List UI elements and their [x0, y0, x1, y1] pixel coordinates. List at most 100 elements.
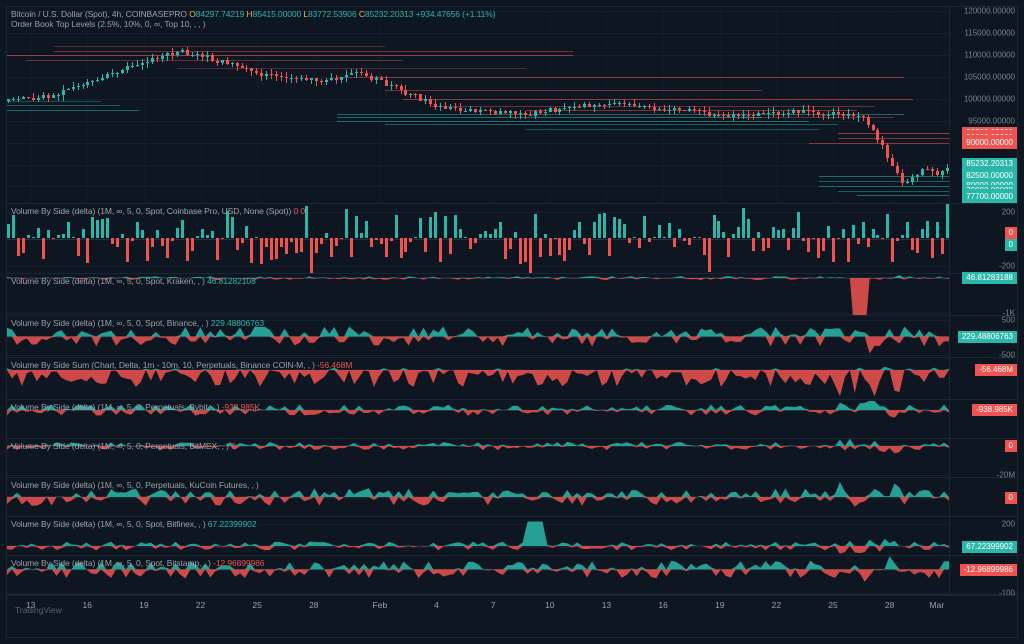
delta-bar — [400, 238, 403, 258]
delta-bar — [867, 238, 870, 247]
delta-bar — [300, 238, 303, 252]
y-axis[interactable]: 0-938.985K — [949, 400, 1017, 438]
y-axis[interactable]: 020067.22399902 — [949, 517, 1017, 555]
y-axis[interactable]: -1000-12.96899986 — [949, 556, 1017, 594]
delta-bar — [658, 225, 661, 238]
orderbook-ask-level — [7, 55, 573, 56]
y-axis[interactable]: -1K046.81283188 — [949, 274, 1017, 315]
delta-bar — [101, 219, 104, 238]
delta-bar — [822, 238, 825, 251]
delta-bar — [563, 238, 566, 261]
value-tag: 0 — [1005, 227, 1017, 239]
delta-bar — [837, 238, 840, 239]
pane-sum_binance_coinm[interactable]: Volume By Side Sum (Chart, Delta, 1m - 1… — [7, 358, 1017, 400]
delta-bar — [47, 230, 50, 238]
delta-bar — [742, 208, 745, 238]
orderbook-bid-level — [819, 181, 949, 182]
delta-bar — [911, 238, 914, 250]
delta-bar — [732, 234, 735, 238]
delta-bar — [678, 229, 681, 238]
pane-vol_bitstamp[interactable]: Volume By Side (delta) (1M, ∞, 5, 0, Spo… — [7, 556, 1017, 595]
delta-bar — [876, 235, 879, 238]
delta-bar — [727, 238, 730, 257]
y-axis[interactable]: -20M00 — [949, 439, 1017, 477]
delta-bar — [424, 238, 427, 252]
y-axis[interactable]: 0-56.468M — [949, 358, 1017, 399]
delta-bar — [280, 238, 283, 247]
value-tag: 0 — [1005, 239, 1017, 251]
delta-bar — [360, 233, 363, 238]
delta-bar — [713, 215, 716, 238]
pane-vol_bybit[interactable]: Volume By Side (delta) (1M, ∞, 5, 0, Per… — [7, 400, 1017, 439]
y-axis[interactable]: -5000500229.48806763 — [949, 316, 1017, 357]
orderbook-ask-level — [337, 77, 903, 78]
chart-container[interactable]: Bitcoin / U.S. Dollar (Spot), 4h, COINBA… — [6, 6, 1018, 638]
delta-bar — [216, 238, 219, 260]
pane-label: Volume By Side (delta) (1M, ∞, 5, 0, Spo… — [11, 519, 256, 529]
delta-bar — [529, 238, 532, 273]
delta-bar — [221, 238, 224, 239]
pane-vol_kraken[interactable]: Volume By Side (delta) (1M, ∞, 5, 0, Spo… — [7, 274, 1017, 316]
delta-bar — [419, 218, 422, 238]
delta-bar — [683, 238, 686, 241]
delta-bar — [141, 230, 144, 238]
pane-vol_bitmex[interactable]: Volume By Side (delta) (1M, ∞, 5, 0, Per… — [7, 439, 1017, 478]
orderbook-bid-level — [838, 191, 949, 192]
pane-vol_binance[interactable]: Volume By Side (delta) (1M, ∞, 5, 0, Spo… — [7, 316, 1017, 358]
delta-bar — [558, 238, 561, 255]
delta-bar — [931, 238, 934, 258]
delta-bar — [136, 222, 139, 238]
delta-bar — [792, 228, 795, 238]
pane-price[interactable]: Bitcoin / U.S. Dollar (Spot), 4h, COINBA… — [7, 7, 1017, 204]
delta-bar — [454, 215, 457, 239]
delta-bar — [668, 223, 671, 238]
delta-bar — [404, 238, 407, 252]
pane-label: Volume By Side (delta) (1M, ∞, 5, 0, Per… — [11, 480, 259, 490]
delta-bar — [106, 218, 109, 238]
delta-bar — [812, 238, 815, 239]
delta-bar — [414, 237, 417, 239]
plot-area[interactable] — [7, 7, 949, 203]
time-tick: 19 — [139, 600, 148, 610]
delta-bar — [613, 217, 616, 238]
pane-vol_kucoin[interactable]: Volume By Side (delta) (1M, ∞, 5, 0, Per… — [7, 478, 1017, 517]
delta-bar — [206, 235, 209, 238]
delta-bar — [186, 238, 189, 261]
delta-bar — [464, 237, 467, 238]
delta-bar — [916, 238, 919, 253]
y-axis[interactable]: 00 — [949, 478, 1017, 516]
delta-bar — [648, 238, 651, 242]
value-tag: 67.22399902 — [962, 541, 1017, 553]
y-axis[interactable]: 80000.0000085000.0000090000.0000095000.0… — [949, 7, 1017, 203]
delta-bar — [757, 232, 760, 238]
time-tick: Feb — [373, 600, 388, 610]
y-axis[interactable]: -200020000 — [949, 204, 1017, 273]
y-tick: 200 — [1002, 208, 1015, 217]
delta-bar — [484, 231, 487, 238]
delta-bar — [191, 238, 194, 251]
delta-bar — [782, 229, 785, 238]
delta-bar — [573, 230, 576, 238]
time-tick: 25 — [252, 600, 261, 610]
delta-bar — [832, 238, 835, 262]
delta-bar — [57, 235, 60, 238]
pane-vol_coinbase[interactable]: Volume By Side (delta) (1M, ∞, 5, 0, Spo… — [7, 204, 1017, 274]
pane-vol_bitfinex[interactable]: Volume By Side (delta) (1M, ∞, 5, 0, Spo… — [7, 517, 1017, 556]
value-tag: 0 — [1005, 492, 1017, 504]
orderbook-bid-level — [7, 101, 101, 102]
delta-bar — [176, 228, 179, 238]
delta-bar — [340, 238, 343, 239]
orderbook-ask-level — [809, 143, 949, 144]
delta-bar — [275, 238, 278, 259]
delta-bar — [921, 229, 924, 238]
time-tick: 4 — [434, 600, 439, 610]
value-tag: -56.468M — [975, 364, 1017, 376]
delta-bar — [295, 238, 298, 253]
delta-bar — [82, 229, 85, 238]
delta-bar — [32, 237, 35, 238]
time-axis[interactable]: 131619222528Feb4710131619222528MarTradin… — [7, 595, 1017, 617]
delta-bar — [663, 237, 666, 238]
delta-bar — [355, 216, 358, 238]
time-tick: 28 — [309, 600, 318, 610]
delta-bar — [896, 238, 899, 241]
